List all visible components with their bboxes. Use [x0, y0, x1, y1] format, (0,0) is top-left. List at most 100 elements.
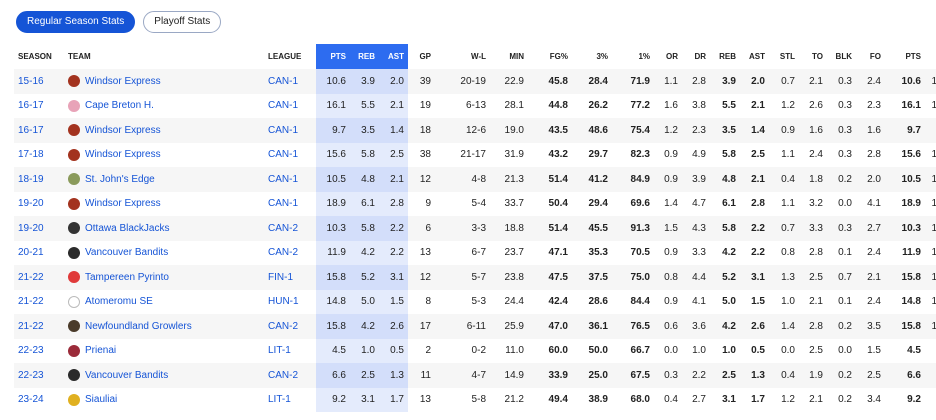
stat-cell-pts: 10.3: [316, 216, 350, 241]
col-header-ast-total[interactable]: AST: [749, 52, 765, 61]
season-link[interactable]: 19-20: [18, 222, 44, 234]
league-link[interactable]: CAN-2: [268, 222, 299, 234]
col-header-pts[interactable]: PTS: [316, 44, 350, 69]
season-cell: 19-20: [14, 216, 64, 241]
stat-cell-pts: 9.2: [316, 387, 350, 412]
team-link[interactable]: Newfoundland Growlers: [85, 320, 192, 332]
season-link[interactable]: 16-17: [18, 124, 44, 136]
col-header-reb-total[interactable]: REB: [719, 52, 736, 61]
col-header-gp[interactable]: GP: [419, 52, 431, 61]
stat-cell-fg: 47.1: [548, 247, 568, 259]
col-header-reb[interactable]: REB: [350, 44, 379, 69]
team-link[interactable]: Windsor Express: [85, 198, 161, 210]
team-entry: Ottawa BlackJacks: [68, 222, 260, 235]
season-link[interactable]: 16-17: [18, 100, 44, 112]
team-link[interactable]: Windsor Express: [85, 124, 161, 136]
team-entry: Atomeromu SE: [68, 295, 260, 308]
col-header-team[interactable]: TEAM: [68, 52, 91, 61]
tab-playoff-stats[interactable]: Playoff Stats: [143, 11, 222, 33]
col-header-to[interactable]: TO: [812, 52, 823, 61]
col-header-w-l[interactable]: W-L: [471, 52, 486, 61]
team-link[interactable]: St. John's Edge: [85, 173, 155, 185]
league-link[interactable]: FIN-1: [268, 271, 293, 283]
team-link[interactable]: Prienai: [85, 345, 117, 357]
team-link[interactable]: Vancouver Bandits: [85, 369, 169, 381]
stat-cell-wl: 5-7: [435, 265, 490, 290]
season-link[interactable]: 17-18: [18, 149, 44, 161]
league-link[interactable]: CAN-1: [268, 149, 299, 161]
tab-regular-season-stats[interactable]: Regular Season Stats: [16, 11, 136, 33]
stat-cell-blk: 0.0: [838, 345, 852, 357]
league-link[interactable]: CAN-1: [268, 124, 299, 136]
stat-cell-pts: 15.8: [316, 314, 350, 339]
team-link[interactable]: Atomeromu SE: [85, 296, 153, 308]
team-link[interactable]: Cape Breton H.: [85, 100, 154, 112]
team-link[interactable]: Siauliai: [85, 394, 118, 406]
season-link[interactable]: 21-22: [18, 271, 44, 283]
league-link[interactable]: CAN-2: [268, 320, 299, 332]
col-header-min[interactable]: MIN: [509, 52, 524, 61]
col-header-3p-pct[interactable]: 3%: [596, 52, 608, 61]
season-link[interactable]: 23-24: [18, 394, 44, 406]
stat-cell-dr: 3.8: [692, 100, 706, 112]
col-header-eff[interactable]: EFF: [925, 44, 936, 69]
stat-cell-or: 1.5: [654, 216, 682, 241]
stat-cell-pts2: 11.9: [902, 247, 921, 259]
season-link[interactable]: 21-22: [18, 296, 44, 308]
col-header-ast[interactable]: AST: [379, 44, 408, 69]
league-cell: LIT-1: [264, 388, 316, 413]
season-link[interactable]: 22-23: [18, 345, 44, 357]
season-link[interactable]: 18-19: [18, 173, 44, 185]
team-link[interactable]: Windsor Express: [85, 75, 161, 87]
stat-cell-p1: 67.5: [612, 363, 654, 388]
stat-cell-reb2: 1.0: [722, 345, 736, 357]
col-header-league[interactable]: LEAGUE: [268, 52, 302, 61]
season-link[interactable]: 19-20: [18, 198, 44, 210]
col-header-or[interactable]: OR: [666, 52, 678, 61]
season-link[interactable]: 20-21: [18, 247, 44, 259]
season-cell: 22-23: [14, 363, 64, 388]
team-link[interactable]: Windsor Express: [85, 149, 161, 161]
team-logo-icon: [68, 148, 80, 161]
league-link[interactable]: CAN-1: [268, 198, 299, 210]
col-header-ft-pct[interactable]: 1%: [638, 52, 650, 61]
season-cell: 16-17: [14, 94, 64, 119]
team-entry: Newfoundland Growlers: [68, 320, 260, 333]
stat-cell-min: 28.1: [504, 100, 524, 112]
stat-cell-reb2: 4.2: [710, 314, 740, 339]
stat-cell-blk: 0.0: [838, 198, 852, 210]
team-link[interactable]: Vancouver Bandits: [85, 247, 169, 259]
col-header-season[interactable]: SEASON: [18, 52, 52, 61]
season-cell: 21-22: [14, 290, 64, 315]
stat-cell-gp: 39: [408, 69, 435, 94]
stat-cell-dr: 3.9: [682, 167, 710, 192]
stat-cell-stl: 0.9: [769, 118, 799, 143]
col-header-fo[interactable]: FO: [869, 52, 881, 61]
team-link[interactable]: Tampereen Pyrinto: [85, 271, 169, 283]
league-link[interactable]: CAN-2: [268, 247, 299, 259]
league-link[interactable]: CAN-1: [268, 100, 299, 112]
stat-cell-reb: 5.5: [350, 93, 379, 118]
col-header-pts-total[interactable]: PTS: [905, 52, 921, 61]
league-link[interactable]: LIT-1: [268, 394, 291, 406]
season-link[interactable]: 22-23: [18, 369, 44, 381]
season-cell: 19-20: [14, 192, 64, 217]
season-link[interactable]: 15-16: [18, 75, 44, 87]
league-link[interactable]: CAN-1: [268, 75, 299, 87]
col-header-dr[interactable]: DR: [694, 52, 706, 61]
stat-cell-eff: 4.3: [925, 363, 936, 388]
league-link[interactable]: HUN-1: [268, 296, 299, 308]
league-link[interactable]: LIT-1: [268, 345, 291, 357]
stat-cell-reb: 5.8: [350, 142, 379, 167]
col-header-fg-pct[interactable]: FG%: [549, 52, 568, 61]
league-link[interactable]: CAN-2: [268, 369, 299, 381]
league-link[interactable]: CAN-1: [268, 173, 299, 185]
stat-cell-ast: 0.5: [379, 338, 408, 363]
team-link[interactable]: Ottawa BlackJacks: [85, 222, 170, 234]
stat-cell-reb: 5.2: [350, 265, 379, 290]
col-header-blk[interactable]: BLK: [835, 52, 852, 61]
season-link[interactable]: 21-22: [18, 320, 44, 332]
stat-cell-gp: 11: [408, 363, 435, 388]
col-header-stl[interactable]: STL: [779, 52, 795, 61]
stat-cell-eff: 15.3: [931, 149, 936, 161]
